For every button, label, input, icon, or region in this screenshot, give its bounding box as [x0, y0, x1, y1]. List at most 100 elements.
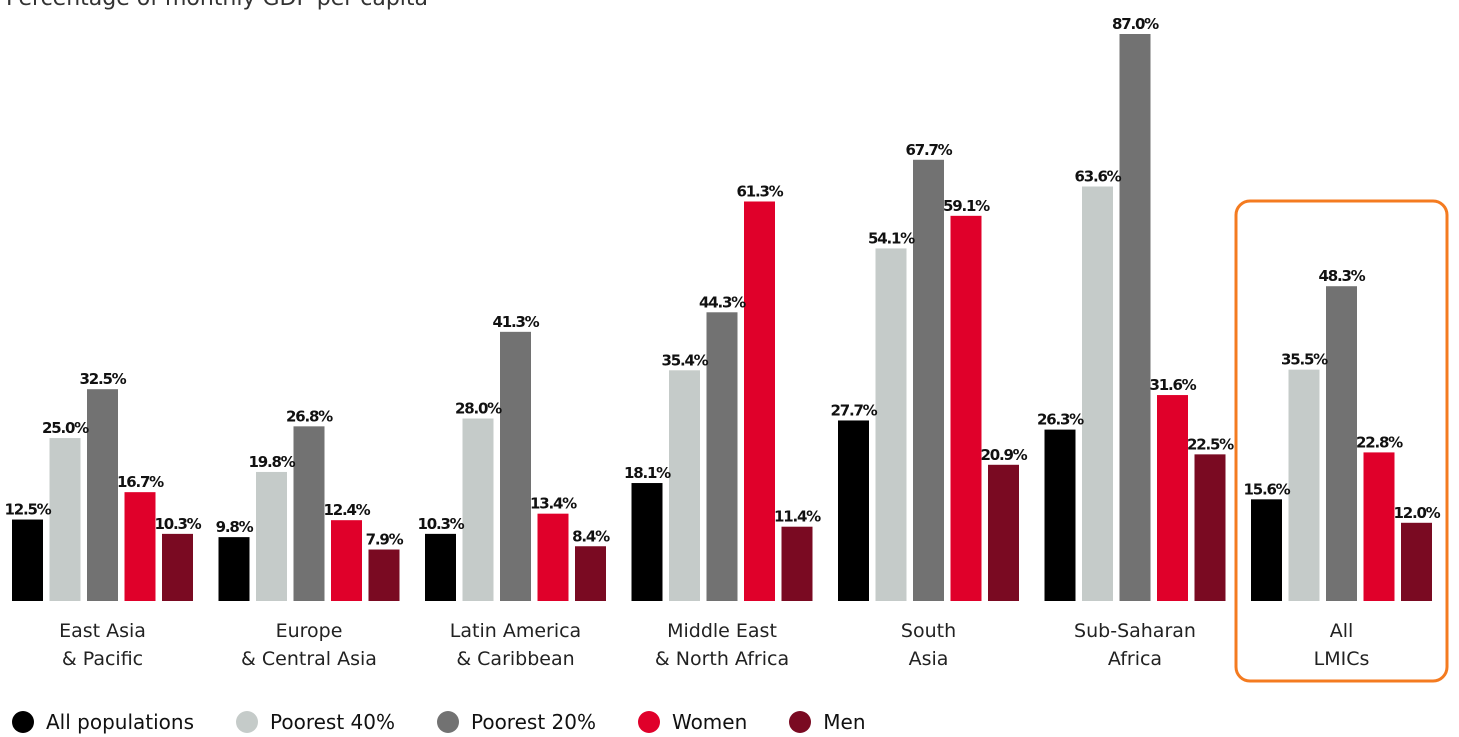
bar [537, 513, 569, 601]
data-label: 35.5% [1281, 351, 1328, 369]
data-label: 63.6% [1074, 168, 1121, 186]
bar [1044, 429, 1076, 601]
bars-layer [12, 34, 1432, 601]
bar [706, 312, 738, 601]
bar [1288, 369, 1320, 601]
bar [669, 370, 700, 601]
legend-item: Men [789, 710, 866, 734]
bar [500, 331, 531, 601]
data-label: 87.0% [1112, 15, 1159, 33]
data-label: 59.1% [943, 197, 990, 215]
category-label: Europe & Central Asia [241, 620, 377, 670]
category-label: All LMICs [1314, 620, 1370, 670]
data-label: 41.3% [492, 313, 539, 331]
legend-label: Men [823, 710, 866, 734]
bar [1401, 522, 1432, 601]
data-label: 44.3% [699, 293, 746, 311]
data-label: 18.1% [624, 464, 671, 482]
legend-label: Women [671, 710, 748, 734]
bar [1082, 186, 1113, 601]
legend-swatch [12, 711, 34, 733]
value-labels-layer: 12.5% 25.0% 32.5% 16.7% 10.3% 9.8% 19.8% 26.8% 1… [4, 15, 1441, 549]
bar [1363, 452, 1395, 601]
legend-item: Poorest 20% [436, 710, 596, 734]
bar [1251, 499, 1282, 601]
highlight-box [1234, 199, 1449, 683]
data-label: 16.7% [117, 473, 164, 491]
highlight-layer [1234, 199, 1449, 683]
legend-swatch [436, 711, 459, 733]
data-label: 26.8% [286, 407, 333, 425]
data-label: 15.6% [1243, 480, 1290, 498]
legend-item: Women [637, 710, 748, 734]
bar [838, 420, 869, 601]
category-label: South Asia [901, 620, 956, 670]
data-label: 26.3% [1037, 411, 1084, 429]
bar [950, 215, 982, 601]
data-label: 11.4% [774, 508, 821, 526]
data-label: 10.3% [417, 515, 464, 533]
bar [87, 389, 118, 601]
category-label: Middle East & North Africa [655, 620, 789, 670]
legend-label: Poorest 20% [470, 710, 596, 734]
bar [293, 426, 325, 601]
bar [462, 418, 494, 601]
data-label: 8.4% [572, 527, 610, 545]
data-label: 19.8% [248, 453, 295, 471]
data-label: 22.5% [1187, 435, 1234, 453]
data-label: 27.7% [830, 401, 877, 419]
bar [1157, 395, 1188, 601]
bar [1119, 34, 1151, 601]
bar [49, 438, 81, 601]
bar [875, 248, 907, 601]
chart-legend: All populations Poorest 40% Poorest 20% Wom… [12, 707, 866, 737]
data-label: 20.9% [980, 446, 1027, 464]
bar [218, 537, 250, 601]
data-label: 61.3% [736, 182, 783, 200]
legend-label: Poorest 40% [270, 710, 395, 734]
data-label: 48.3% [1318, 267, 1365, 285]
data-label: 13.4% [530, 495, 577, 513]
category-label: East Asia & Pacific [59, 620, 146, 670]
bar [162, 533, 193, 601]
category-labels-layer: East Asia & Pacific Europe & Central Asia La… [59, 620, 1369, 670]
legend-item: Poorest 40% [236, 710, 395, 734]
legend-item: All populations [12, 710, 194, 734]
legend-swatch [236, 711, 258, 733]
bar [12, 519, 43, 601]
data-label: 12.0% [1393, 504, 1440, 522]
data-label: 12.4% [323, 501, 370, 519]
legend-swatch [789, 711, 812, 733]
chart-subtitle: Percentage of monthly GDP per capita [6, 0, 428, 11]
bar [575, 546, 606, 601]
legend-label: All populations [46, 710, 194, 734]
data-label: 54.1% [868, 229, 915, 247]
data-label: 10.3% [154, 515, 201, 533]
data-label: 12.5% [4, 501, 51, 519]
data-label: 7.9% [366, 531, 404, 549]
bar [781, 526, 813, 601]
data-label: 25.0% [42, 419, 89, 437]
data-label: 22.8% [1356, 433, 1403, 451]
bar [988, 464, 1019, 601]
bar-chart: 12.5% 25.0% 32.5% 16.7% 10.3% 9.8% 19.8% 26.8% 1… [4, 15, 1449, 683]
data-label: 28.0% [455, 400, 502, 418]
bar [631, 483, 663, 601]
category-label: Latin America & Caribbean [450, 620, 581, 670]
bar [744, 201, 775, 601]
data-label: 9.8% [216, 518, 254, 536]
bar [425, 533, 456, 601]
bar [1194, 454, 1226, 601]
data-label: 31.6% [1149, 376, 1196, 394]
data-label: 32.5% [79, 370, 126, 388]
category-label: Sub-Saharan Africa [1074, 620, 1196, 670]
data-label: 35.4% [661, 351, 708, 369]
legend-swatch [637, 711, 660, 733]
bar [256, 471, 287, 601]
data-label: 67.7% [905, 141, 952, 159]
bar [368, 549, 400, 601]
bar [1326, 286, 1357, 601]
bar [124, 492, 156, 601]
bar [913, 159, 944, 601]
bar [331, 520, 362, 601]
